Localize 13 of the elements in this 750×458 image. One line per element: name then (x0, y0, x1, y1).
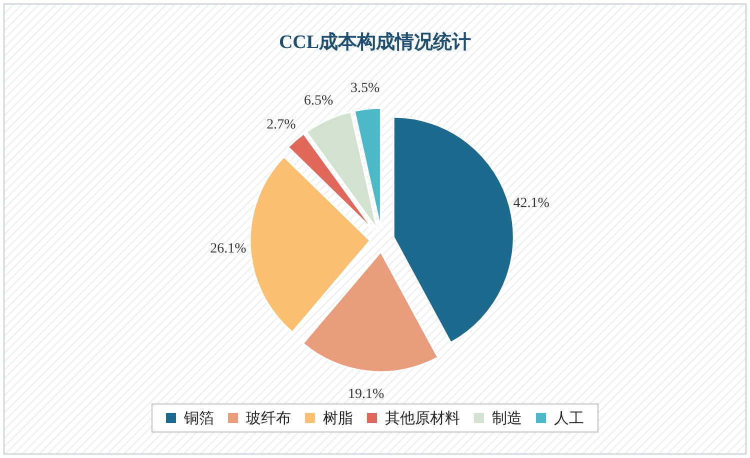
legend-label: 铜箔 (183, 410, 214, 427)
data-label: 2.7% (266, 118, 296, 133)
chart-title: CCL成本构成情况统计 (278, 31, 472, 53)
legend-label: 玻纤布 (246, 410, 291, 427)
data-label: 3.5% (350, 80, 380, 96)
data-label: 42.1% (513, 196, 550, 212)
legend-label: 其他原材料 (385, 410, 460, 427)
data-label: 6.5% (304, 94, 334, 109)
legend-label: 树脂 (323, 410, 353, 427)
data-label: 19.1% (348, 387, 384, 402)
data-label: 26.1% (210, 241, 247, 256)
legend-label: 制造 (492, 410, 522, 427)
legend-label: 人工 (554, 411, 584, 427)
